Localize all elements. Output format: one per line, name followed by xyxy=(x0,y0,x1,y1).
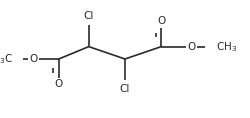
Text: Cl: Cl xyxy=(120,84,130,94)
Text: O: O xyxy=(54,79,63,89)
Text: O: O xyxy=(187,42,196,52)
Text: $\mathregular{CH_3}$: $\mathregular{CH_3}$ xyxy=(216,40,238,53)
Text: $\mathregular{H_3C}$: $\mathregular{H_3C}$ xyxy=(0,52,14,66)
Text: Cl: Cl xyxy=(84,11,94,21)
Text: O: O xyxy=(157,16,166,26)
Text: O: O xyxy=(30,54,38,64)
